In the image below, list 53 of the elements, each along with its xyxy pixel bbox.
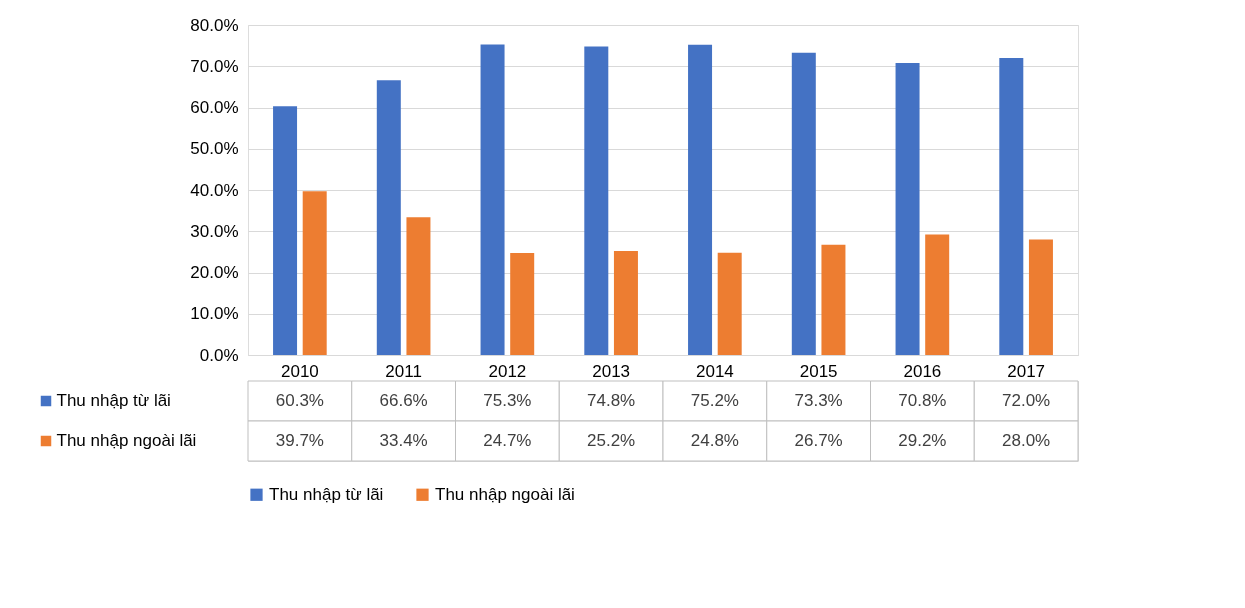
data-label: 39.7% [275,431,324,450]
data-label: 24.8% [690,431,739,450]
data-label: 24.7% [483,431,532,450]
y-tick-label: 80.0% [190,15,239,35]
legend-label: Thu nhập từ lãi [56,391,171,410]
y-tick-label: 10.0% [190,304,239,324]
data-label: 66.6% [379,391,428,410]
y-tick-label: 60.0% [190,98,239,117]
text: Thu nhập ngoài lãi [56,431,197,450]
text: Thu nhập từ lãi [269,484,384,504]
bar [717,252,742,355]
data-label: 70.8% [898,391,947,410]
x-tick-label: 2016 [903,361,942,381]
bar [406,217,431,355]
bar [584,46,609,355]
x-tick-label: 2017 [1007,361,1046,381]
bar [510,253,535,355]
data-label: 75.2% [690,391,739,410]
bar [999,58,1024,355]
data-label: 28.0% [1002,431,1051,450]
y-tick-label: 0.0% [199,345,239,365]
bar [925,234,950,355]
x-tick-label: 2012 [488,361,527,381]
legend-label: Thu nhập ngoài lãi [435,484,575,504]
bar [688,44,713,355]
y-tick-label: 20.0% [190,263,239,282]
data-label: 72.0% [1002,391,1051,410]
data-label: 75.3% [483,391,532,410]
data-label: 73.3% [794,391,843,410]
bar [302,191,327,355]
bar [613,251,638,355]
y-tick-label: 30.0% [190,221,239,241]
x-tick-label: 2010 [280,361,319,381]
bar [273,106,298,355]
data-label: 26.7% [794,431,843,450]
bar [791,52,816,355]
bar [821,244,846,355]
data-label: 29.2% [898,431,947,450]
data-label: 33.4% [379,431,428,450]
data-label: 25.2% [587,431,636,450]
y-tick-label: 40.0% [190,180,239,200]
x-tick-label: 2013 [592,361,631,381]
data-label: 74.8% [587,391,636,410]
bar [895,62,920,355]
x-tick-label: 2011 [385,361,422,381]
x-tick-label: 2015 [799,361,838,381]
y-tick-label: 70.0% [190,56,239,76]
y-tick-label: 50.0% [190,139,239,159]
bar [480,44,505,355]
bar [1028,239,1053,355]
bar [376,80,401,355]
x-tick-label: 2014 [695,361,734,381]
data-label: 60.3% [275,391,324,410]
